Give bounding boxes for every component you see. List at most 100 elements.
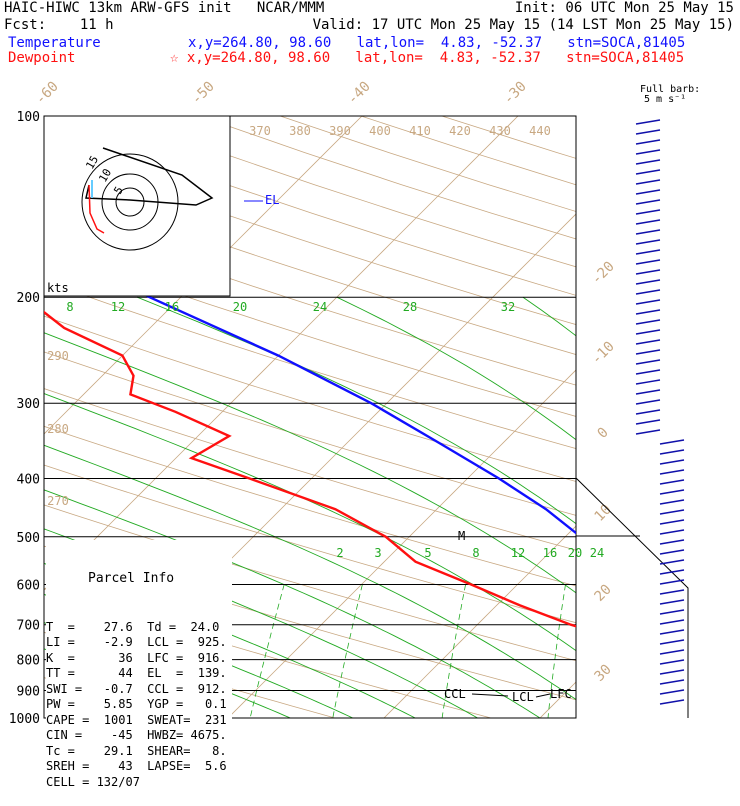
parcel-info-title: Parcel Info — [88, 571, 175, 586]
wind-barb — [659, 519, 685, 525]
isotherm-label: -40 — [345, 79, 374, 108]
wind-barb — [659, 489, 685, 495]
wind-barb — [659, 549, 685, 555]
isotherm-label: -60 — [33, 79, 62, 108]
hodograph-ring-label: 15 — [83, 154, 101, 172]
theta-label: 410 — [409, 124, 431, 138]
dry-adiabat-line — [44, 588, 492, 718]
moist-adiabat-line — [677, 297, 740, 718]
ccl-marker — [471, 693, 509, 697]
pressure-label: 800 — [17, 654, 40, 669]
parcel-info-row: CIN = -45 HWBZ= 4675. — [46, 728, 227, 742]
wind-barb — [659, 699, 685, 705]
annotation-el: EL — [265, 193, 279, 207]
header-valid: Valid: 17 UTC Mon 25 May 15 (14 LST Mon … — [312, 17, 734, 33]
wind-barb — [635, 149, 661, 155]
header-init: Init: 06 UTC Mon 25 May 15 — [514, 0, 734, 16]
dewpoint-profile-line — [44, 310, 576, 628]
hodograph-ring — [115, 187, 145, 217]
wind-barb — [659, 469, 685, 475]
barb-legend-1: Full barb: — [640, 84, 701, 95]
moist-adiabat-line — [336, 296, 576, 441]
mixing-ratio-label: 2 — [336, 546, 343, 560]
moist-adiabat-line — [44, 593, 353, 718]
isotherm-label: -50 — [189, 79, 218, 108]
wind-barb — [659, 619, 685, 625]
wind-barb — [635, 349, 661, 355]
wind-barb — [635, 159, 661, 165]
parcel-info-row: K = 36 LFC = 916. — [46, 650, 227, 665]
wind-barb — [659, 659, 685, 665]
pressure-label: 900 — [17, 684, 40, 699]
pressure-label: 1000 — [9, 712, 40, 727]
lfc-marker — [535, 693, 551, 698]
dry-adiabat-line — [44, 425, 576, 587]
wind-barb — [659, 639, 685, 645]
mixing-ratio-label: 24 — [590, 546, 604, 560]
pressure-label: 300 — [17, 397, 40, 412]
wind-barb — [635, 199, 661, 205]
wind-barb — [635, 389, 661, 395]
parcel-info-row: PW = 5.85 YGP = 0.1 — [46, 697, 227, 711]
isotherm-label: 30 — [592, 662, 615, 685]
wind-barb — [659, 509, 685, 515]
wind-barb — [635, 269, 661, 275]
mixing-ratio-label: 8 — [472, 546, 479, 560]
mixing-ratio-line — [714, 584, 722, 718]
wind-barb — [635, 129, 661, 135]
hodograph-ring — [81, 153, 179, 251]
parcel-info-row: T = 27.6 Td = 24.0 — [46, 619, 220, 634]
parcel-info-row: LI = -2.9 LCL = 925. — [46, 635, 227, 649]
barb-frame-line — [575, 477, 689, 718]
parcel-info-row: SWI = -0.7 CCL = 912. — [46, 681, 227, 696]
mixing-ratio-label: 8 — [66, 300, 73, 314]
wind-barb — [659, 529, 685, 535]
isotherm-line — [696, 116, 740, 718]
hodograph-trace — [85, 147, 214, 206]
wind-barb — [659, 609, 685, 615]
wind-barb — [659, 649, 685, 655]
isotherm-label: -10 — [589, 339, 618, 368]
isotherm-label: 0 — [595, 425, 612, 442]
wind-barb — [659, 679, 685, 685]
mixing-ratio-label: 3 — [374, 546, 381, 560]
parcel-info-row: CAPE = 1001 SWEAT= 231 — [46, 712, 227, 727]
wind-barb — [659, 449, 685, 455]
theta-label: 390 — [329, 124, 351, 138]
wind-barb — [659, 539, 685, 545]
header-title: HAIC-HIWC 13km ARW-GFS init NCAR/MMM — [4, 0, 325, 16]
theta-label: 400 — [369, 124, 391, 138]
annotation-lfc: LFC — [550, 687, 572, 701]
wind-barb — [635, 319, 661, 325]
wind-barb — [635, 209, 661, 215]
mixing-ratio-label: 16 — [165, 300, 179, 314]
wind-barb — [659, 589, 685, 595]
parcel-info-row: SREH = 43 LAPSE= 5.6 — [46, 759, 227, 773]
mixing-ratio-label: 28 — [403, 300, 417, 314]
isotherm-label: 20 — [592, 582, 615, 605]
temperature-info: x,y=264.80, 98.60 lat,lon= 4.83, -52.37 … — [188, 35, 686, 51]
dry-adiabat-line — [280, 116, 576, 212]
mixing-ratio-line — [644, 584, 656, 718]
wind-barb — [635, 229, 661, 235]
dry-adiabat-line — [44, 280, 576, 449]
wind-barb — [659, 459, 685, 465]
wind-barb — [659, 579, 685, 585]
wind-barb — [659, 629, 685, 635]
wind-barb — [635, 169, 661, 175]
wind-barb — [635, 399, 661, 405]
pressure-label: 700 — [17, 619, 40, 634]
theta-label: 370 — [249, 124, 271, 138]
hodograph-frame — [43, 115, 231, 297]
isotherm-label: -20 — [589, 259, 618, 288]
parcel-info-panel: Parcel Info T = 27.6 Td = 24.0 LI = -2.9 … — [46, 540, 232, 789]
wind-barb — [635, 189, 661, 195]
theta-label: 280 — [47, 422, 69, 436]
mixing-ratio-label: 16 — [543, 546, 557, 560]
theta-label: 380 — [289, 124, 311, 138]
mixing-ratio-label: 5 — [424, 546, 431, 560]
isotherm-label: -30 — [501, 79, 530, 108]
annotation-ccl: CCL — [444, 687, 466, 701]
dry-adiabat-line — [44, 464, 576, 624]
temperature-label: Temperature — [8, 35, 101, 51]
